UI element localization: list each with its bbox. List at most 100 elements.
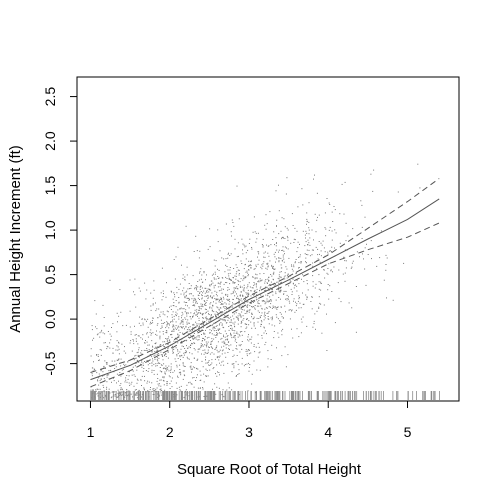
data-point <box>199 327 200 329</box>
data-point <box>192 327 194 329</box>
data-point <box>216 306 218 308</box>
data-point <box>230 253 232 255</box>
data-point <box>192 295 194 297</box>
data-point <box>205 375 207 377</box>
data-point <box>196 288 197 290</box>
data-point <box>135 306 137 308</box>
data-point <box>248 334 249 336</box>
data-point <box>254 277 256 279</box>
data-point <box>194 336 196 338</box>
data-point <box>130 333 132 335</box>
data-point <box>103 386 105 388</box>
data-point <box>217 341 219 343</box>
data-point <box>255 297 257 299</box>
data-point <box>253 268 255 270</box>
data-point <box>266 244 267 246</box>
data-point <box>217 286 219 288</box>
data-point <box>201 313 203 315</box>
data-point <box>247 293 249 295</box>
data-point <box>275 190 277 192</box>
data-point <box>317 216 318 218</box>
data-point <box>233 365 235 367</box>
data-point <box>234 330 236 332</box>
data-point <box>180 308 182 310</box>
data-point <box>170 368 172 370</box>
data-point <box>288 309 290 311</box>
data-point <box>273 331 275 332</box>
data-point <box>264 282 266 284</box>
data-point <box>190 340 191 341</box>
data-point <box>120 387 122 389</box>
data-point <box>92 389 94 391</box>
data-point <box>215 330 217 331</box>
data-point <box>254 278 256 280</box>
data-point <box>279 271 281 273</box>
data-point <box>116 345 118 347</box>
data-point <box>283 276 285 278</box>
data-point <box>97 356 99 357</box>
data-point <box>330 269 332 271</box>
data-point <box>338 297 340 299</box>
data-point <box>291 264 292 266</box>
data-point <box>312 281 314 283</box>
data-point <box>175 306 177 308</box>
data-point <box>253 325 255 327</box>
data-point <box>263 326 265 328</box>
data-point <box>173 292 175 294</box>
data-point <box>131 374 133 376</box>
data-point <box>206 395 208 397</box>
data-point <box>255 273 257 275</box>
data-point <box>245 299 247 300</box>
data-point <box>221 337 223 339</box>
y-axis: -0.50.00.51.01.52.02.5 <box>42 87 78 376</box>
data-point <box>305 230 307 232</box>
data-point <box>300 318 302 320</box>
data-point <box>296 328 298 330</box>
data-point <box>182 320 184 322</box>
data-point <box>265 294 267 296</box>
data-point <box>167 343 169 345</box>
data-point <box>91 329 93 331</box>
data-point <box>238 307 240 309</box>
data-point <box>200 305 202 307</box>
data-point <box>293 287 295 289</box>
data-point <box>255 284 257 286</box>
data-point <box>258 259 260 261</box>
data-point <box>207 298 209 299</box>
data-point <box>175 337 176 339</box>
data-point <box>227 294 229 296</box>
data-point <box>235 312 237 314</box>
data-point <box>265 267 267 269</box>
data-point <box>379 257 381 259</box>
data-point <box>195 286 197 288</box>
data-point <box>218 277 220 279</box>
data-point <box>246 326 248 328</box>
data-point <box>215 315 216 317</box>
data-point <box>239 295 241 297</box>
data-point <box>173 340 175 342</box>
data-point <box>166 324 168 326</box>
data-point <box>243 309 245 311</box>
data-point <box>118 353 120 355</box>
data-point <box>277 332 279 334</box>
data-point <box>252 301 254 303</box>
data-point <box>278 276 280 278</box>
data-point <box>296 272 297 274</box>
data-point <box>198 339 200 341</box>
data-point <box>246 353 248 355</box>
data-point <box>297 206 299 208</box>
data-point <box>325 235 327 237</box>
data-point <box>144 361 145 362</box>
data-point <box>133 343 135 345</box>
data-point <box>146 360 148 361</box>
data-point <box>187 347 189 349</box>
data-point <box>193 338 195 340</box>
data-point <box>245 258 247 260</box>
data-point <box>103 365 105 367</box>
data-point <box>260 320 262 322</box>
data-point <box>323 304 325 306</box>
data-point <box>255 241 257 243</box>
data-point <box>301 278 302 280</box>
data-point <box>255 232 257 234</box>
data-point <box>241 263 243 264</box>
